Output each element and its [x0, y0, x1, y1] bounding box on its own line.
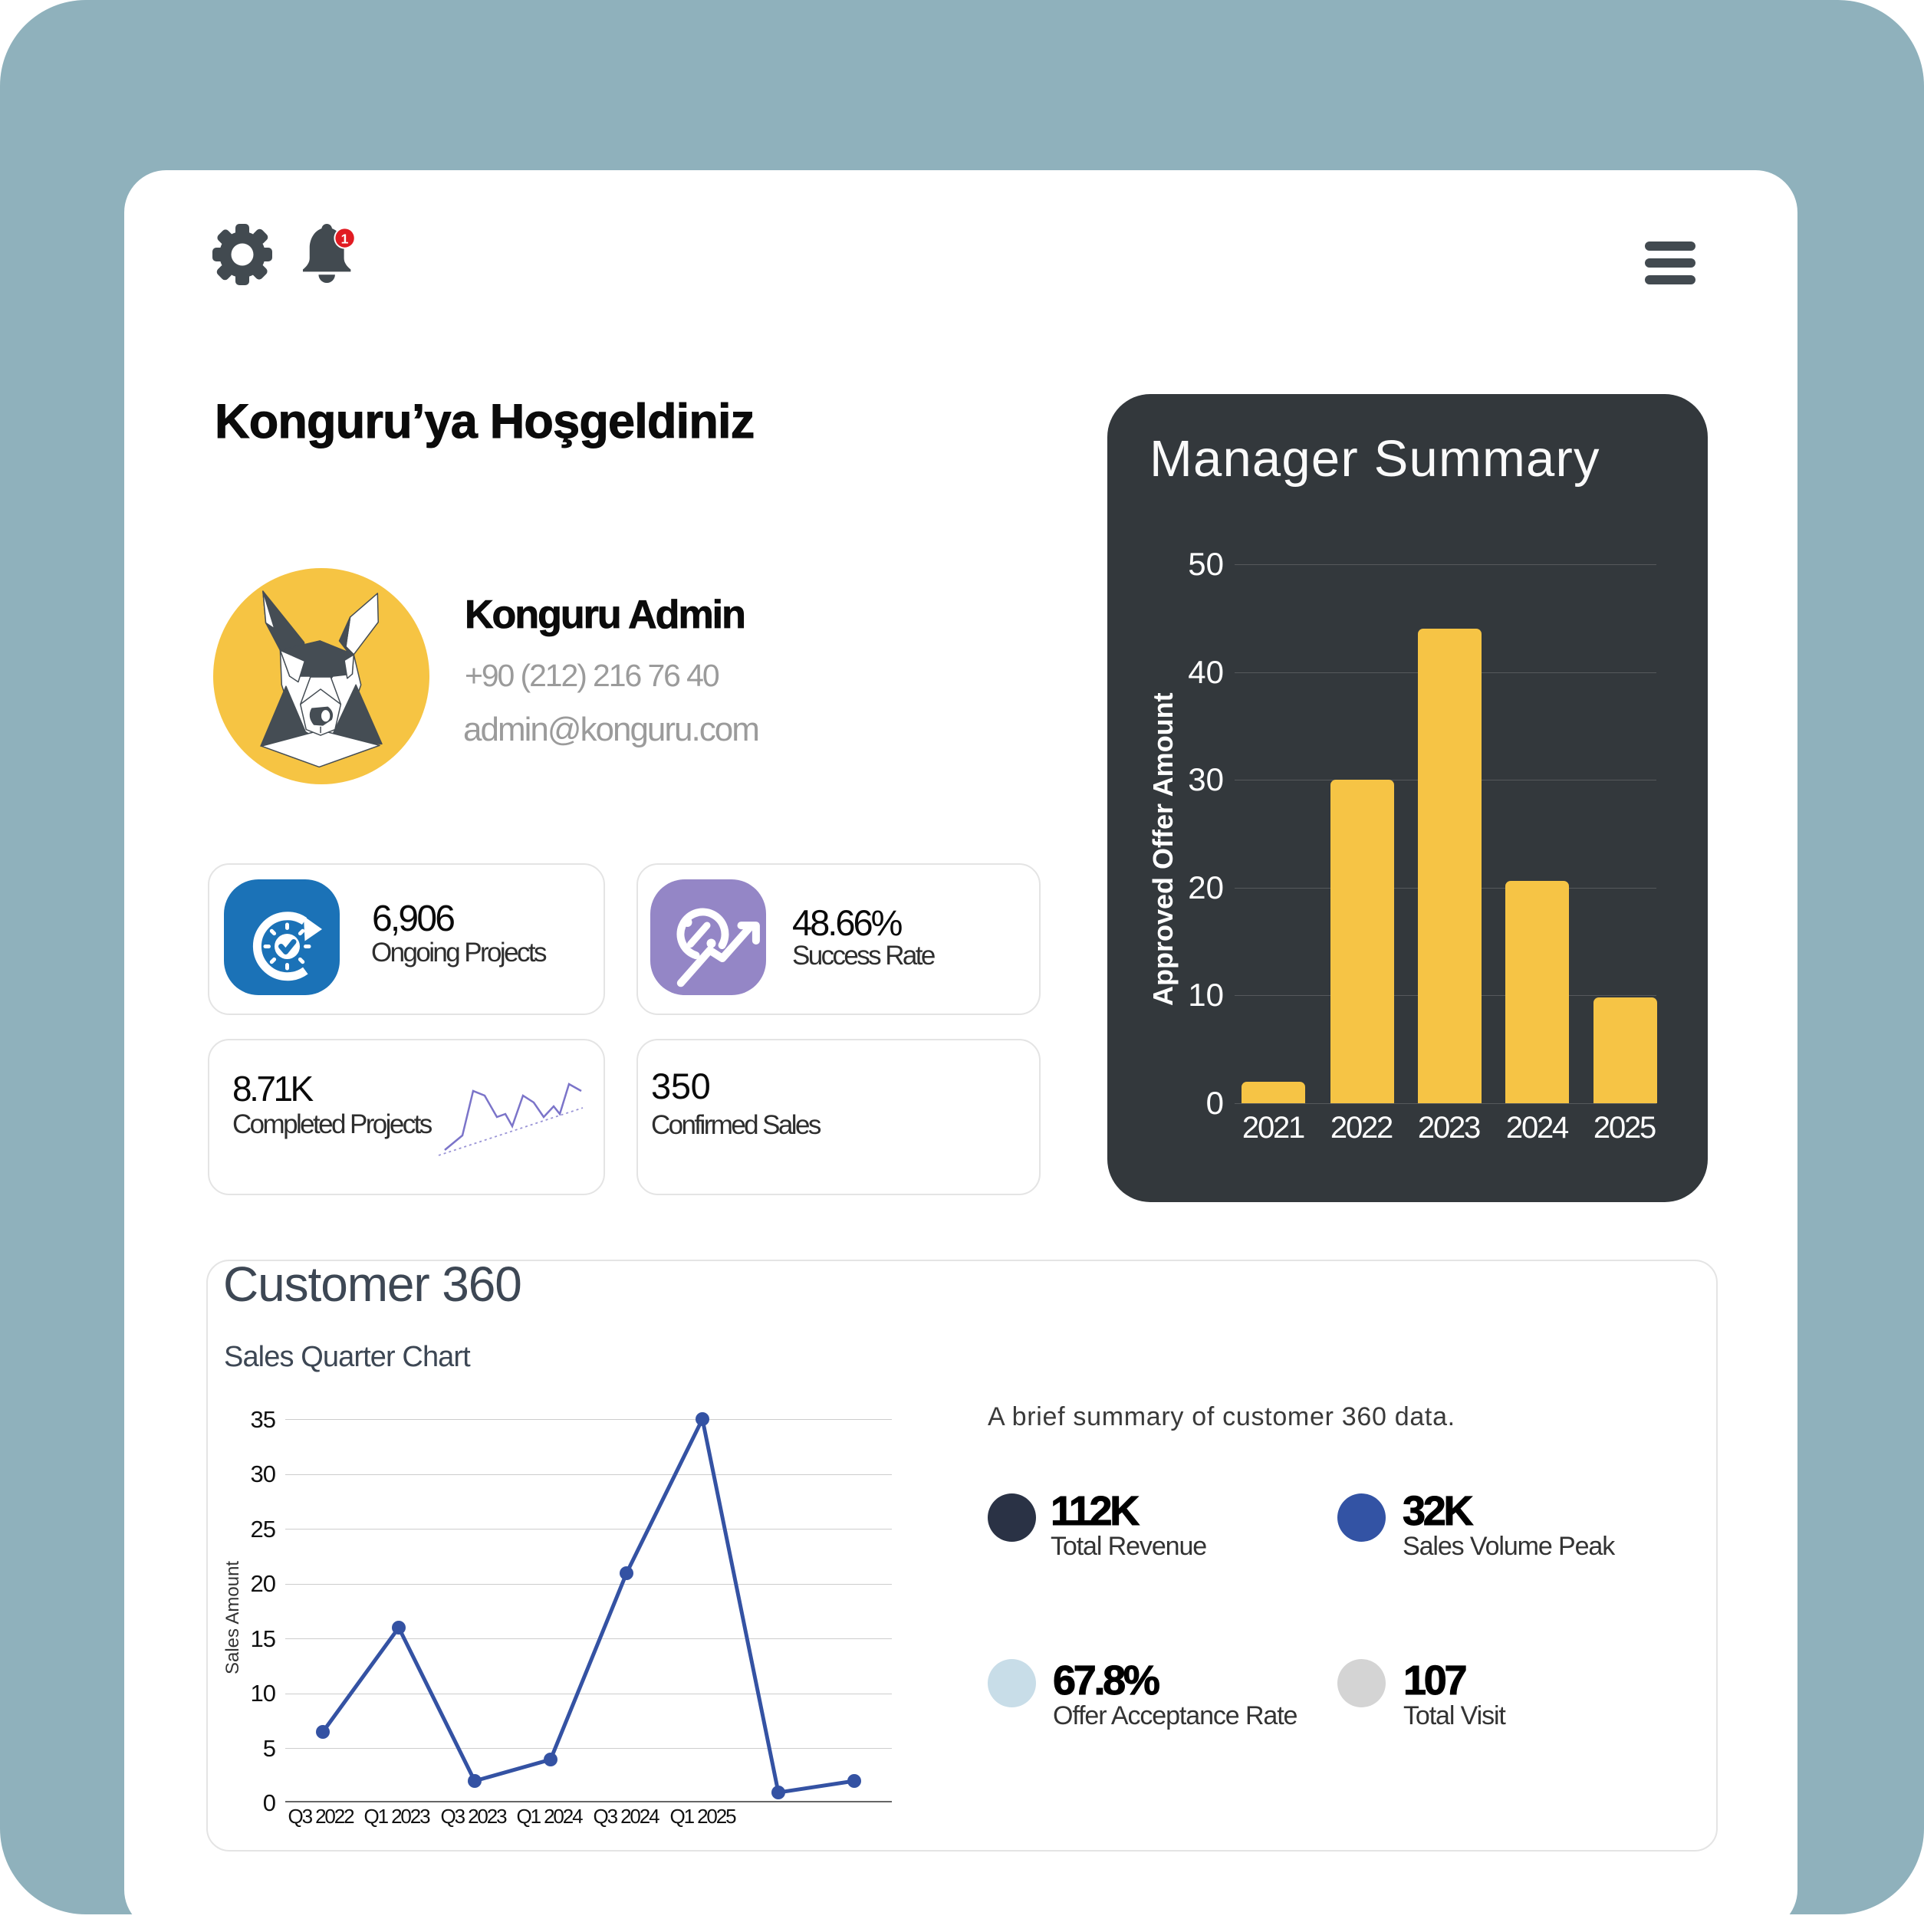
svg-text:1: 1 — [341, 231, 349, 246]
